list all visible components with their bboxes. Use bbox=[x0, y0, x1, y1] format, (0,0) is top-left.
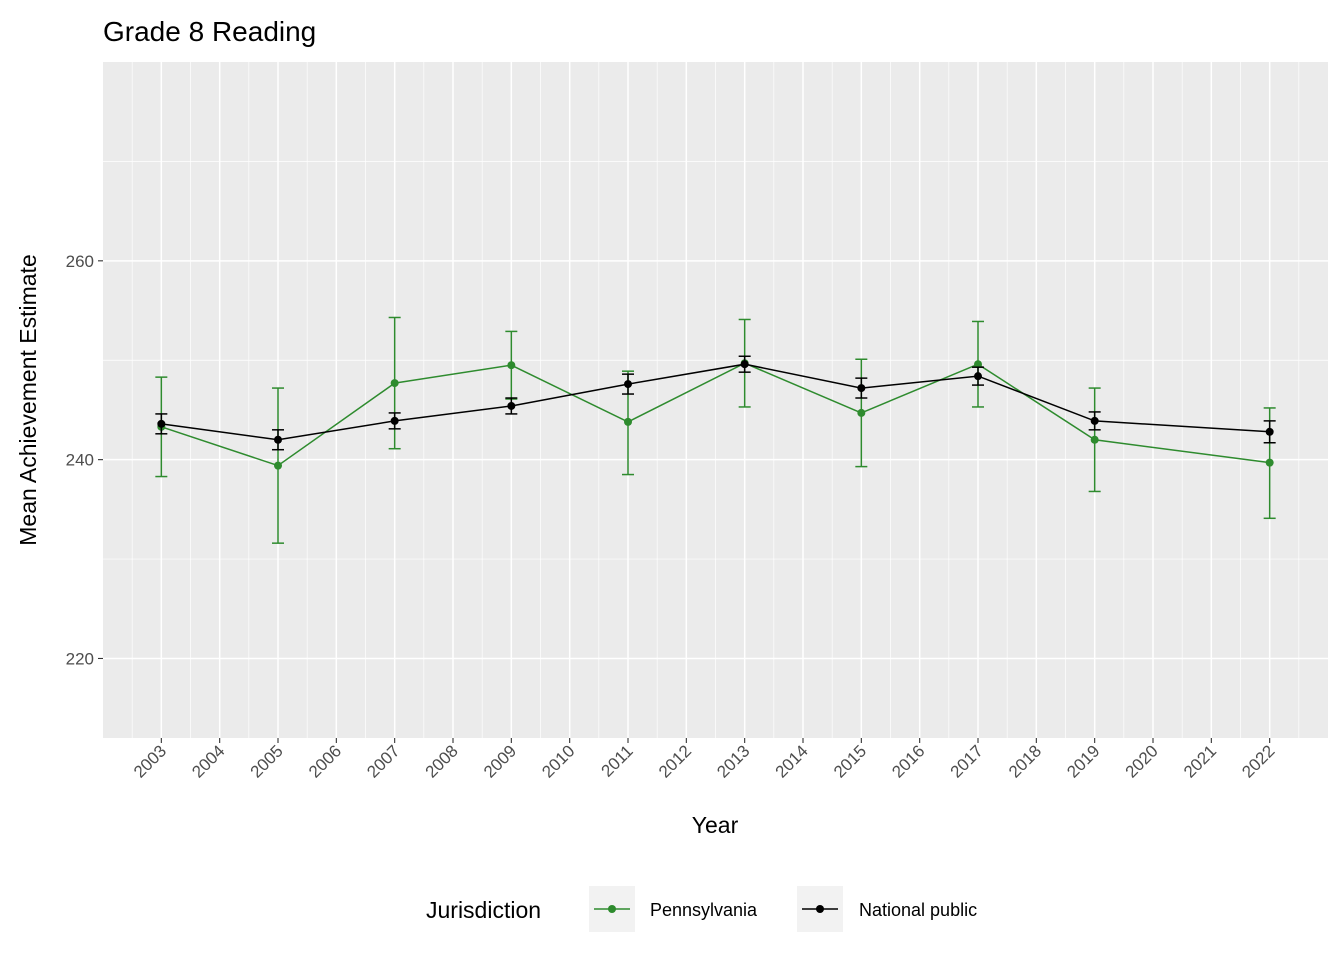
data-point bbox=[274, 461, 282, 470]
data-point bbox=[624, 380, 632, 389]
series-2 bbox=[155, 355, 1276, 451]
x-tick-label: 2005 bbox=[247, 741, 287, 781]
data-point bbox=[507, 401, 516, 410]
x-axis-title: Year bbox=[692, 812, 739, 838]
x-tick-label: 2007 bbox=[363, 741, 403, 781]
x-tick-label: 2019 bbox=[1063, 741, 1103, 781]
series-line bbox=[161, 363, 1270, 441]
y-axis: 220 240 260 bbox=[66, 252, 103, 668]
data-point bbox=[390, 379, 399, 388]
data-point bbox=[1090, 416, 1099, 425]
data-point bbox=[857, 408, 866, 417]
x-tick-label: 2009 bbox=[480, 741, 520, 781]
y-tick-label: 220 bbox=[66, 649, 94, 668]
x-tick-label: 2010 bbox=[538, 741, 578, 781]
x-tick-label: 2012 bbox=[655, 741, 695, 781]
data-point bbox=[857, 384, 866, 393]
legend-label: National public bbox=[859, 900, 977, 920]
legend-key bbox=[797, 886, 843, 932]
y-tick-label: 260 bbox=[66, 252, 94, 271]
data-point bbox=[624, 417, 632, 426]
data-point bbox=[974, 372, 982, 381]
data-point bbox=[390, 416, 399, 425]
data-point bbox=[157, 419, 166, 428]
x-tick-label: 2016 bbox=[888, 741, 928, 781]
x-tick-label: 2013 bbox=[713, 741, 753, 781]
x-tick-label: 2014 bbox=[772, 741, 812, 781]
x-tick-label: 2017 bbox=[947, 741, 987, 781]
legend-title: Jurisdiction bbox=[426, 897, 541, 923]
data-point bbox=[974, 360, 982, 369]
x-tick-label: 2011 bbox=[598, 741, 637, 780]
legend-key bbox=[589, 886, 635, 932]
data-point bbox=[740, 360, 749, 369]
x-tick-label: 2008 bbox=[422, 741, 462, 781]
y-tick-label: 240 bbox=[66, 451, 94, 470]
data-point bbox=[1265, 458, 1274, 467]
x-tick-label: 2021 bbox=[1180, 741, 1220, 781]
series-layer bbox=[155, 316, 1276, 544]
y-axis-title: Mean Achievement Estimate bbox=[15, 254, 41, 545]
legend-label: Pennsylvania bbox=[650, 900, 758, 920]
series-line bbox=[161, 362, 1270, 467]
x-tick-label: 2018 bbox=[1005, 741, 1045, 781]
x-tick-label: 2022 bbox=[1238, 741, 1278, 781]
x-tick-label: 2020 bbox=[1122, 741, 1162, 781]
x-tick-label: 2006 bbox=[305, 741, 345, 781]
x-tick-label: 2003 bbox=[130, 741, 170, 781]
legend: Jurisdiction Pennsylvania National public bbox=[426, 886, 977, 932]
data-point bbox=[1090, 435, 1099, 444]
data-point bbox=[1265, 427, 1274, 436]
x-tick-label: 2015 bbox=[830, 741, 870, 781]
data-point bbox=[507, 361, 516, 370]
x-tick-label: 2004 bbox=[188, 741, 228, 781]
chart-title: Grade 8 Reading bbox=[103, 16, 316, 47]
x-axis: 2003 2004 2005 2006 2007 2008 2009 2010 2011 2012… bbox=[130, 738, 1278, 782]
data-point bbox=[274, 435, 282, 444]
